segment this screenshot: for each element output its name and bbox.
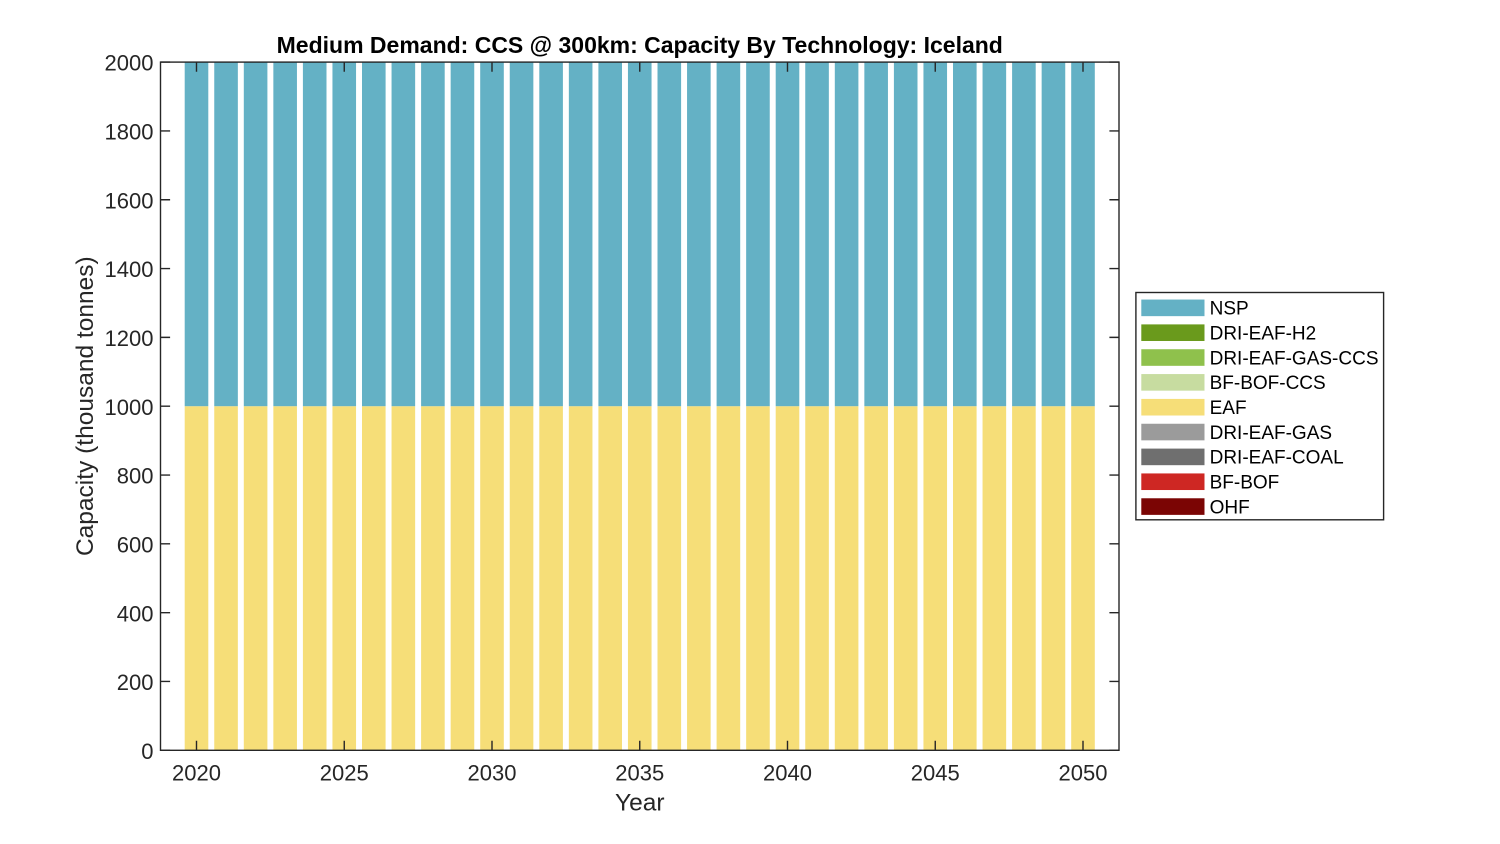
svg-text:2045: 2045	[911, 761, 960, 786]
svg-text:BF-BOF-CCS: BF-BOF-CCS	[1210, 373, 1326, 394]
svg-text:400: 400	[117, 601, 154, 626]
svg-text:1600: 1600	[105, 188, 154, 213]
svg-text:DRI-EAF-H2: DRI-EAF-H2	[1210, 323, 1317, 344]
svg-text:2030: 2030	[468, 761, 517, 786]
svg-text:800: 800	[117, 464, 154, 489]
svg-text:2040: 2040	[763, 761, 812, 786]
svg-text:DRI-EAF-GAS: DRI-EAF-GAS	[1210, 423, 1332, 444]
svg-text:OHF: OHF	[1210, 497, 1250, 518]
svg-text:2000: 2000	[105, 51, 154, 76]
svg-text:1200: 1200	[105, 326, 154, 351]
svg-text:Capacity (thousand tonnes): Capacity (thousand tonnes)	[72, 256, 99, 556]
svg-text:EAF: EAF	[1210, 398, 1247, 419]
svg-text:1800: 1800	[105, 120, 154, 145]
svg-text:2020: 2020	[172, 761, 221, 786]
svg-text:2035: 2035	[615, 761, 664, 786]
svg-text:Medium Demand: CCS @ 300km: Ca: Medium Demand: CCS @ 300km: Capacity By …	[277, 32, 1003, 58]
svg-text:BF-BOF: BF-BOF	[1210, 473, 1280, 494]
svg-text:2025: 2025	[320, 761, 369, 786]
svg-text:1400: 1400	[105, 257, 154, 282]
svg-text:NSP: NSP	[1210, 299, 1249, 320]
svg-text:DRI-EAF-GAS-CCS: DRI-EAF-GAS-CCS	[1210, 348, 1379, 369]
svg-text:Year: Year	[615, 790, 665, 817]
svg-text:2050: 2050	[1059, 761, 1108, 786]
svg-text:DRI-EAF-COAL: DRI-EAF-COAL	[1210, 448, 1344, 469]
svg-text:1000: 1000	[105, 395, 154, 420]
svg-text:200: 200	[117, 670, 154, 695]
svg-text:600: 600	[117, 532, 154, 557]
svg-text:0: 0	[141, 739, 153, 764]
